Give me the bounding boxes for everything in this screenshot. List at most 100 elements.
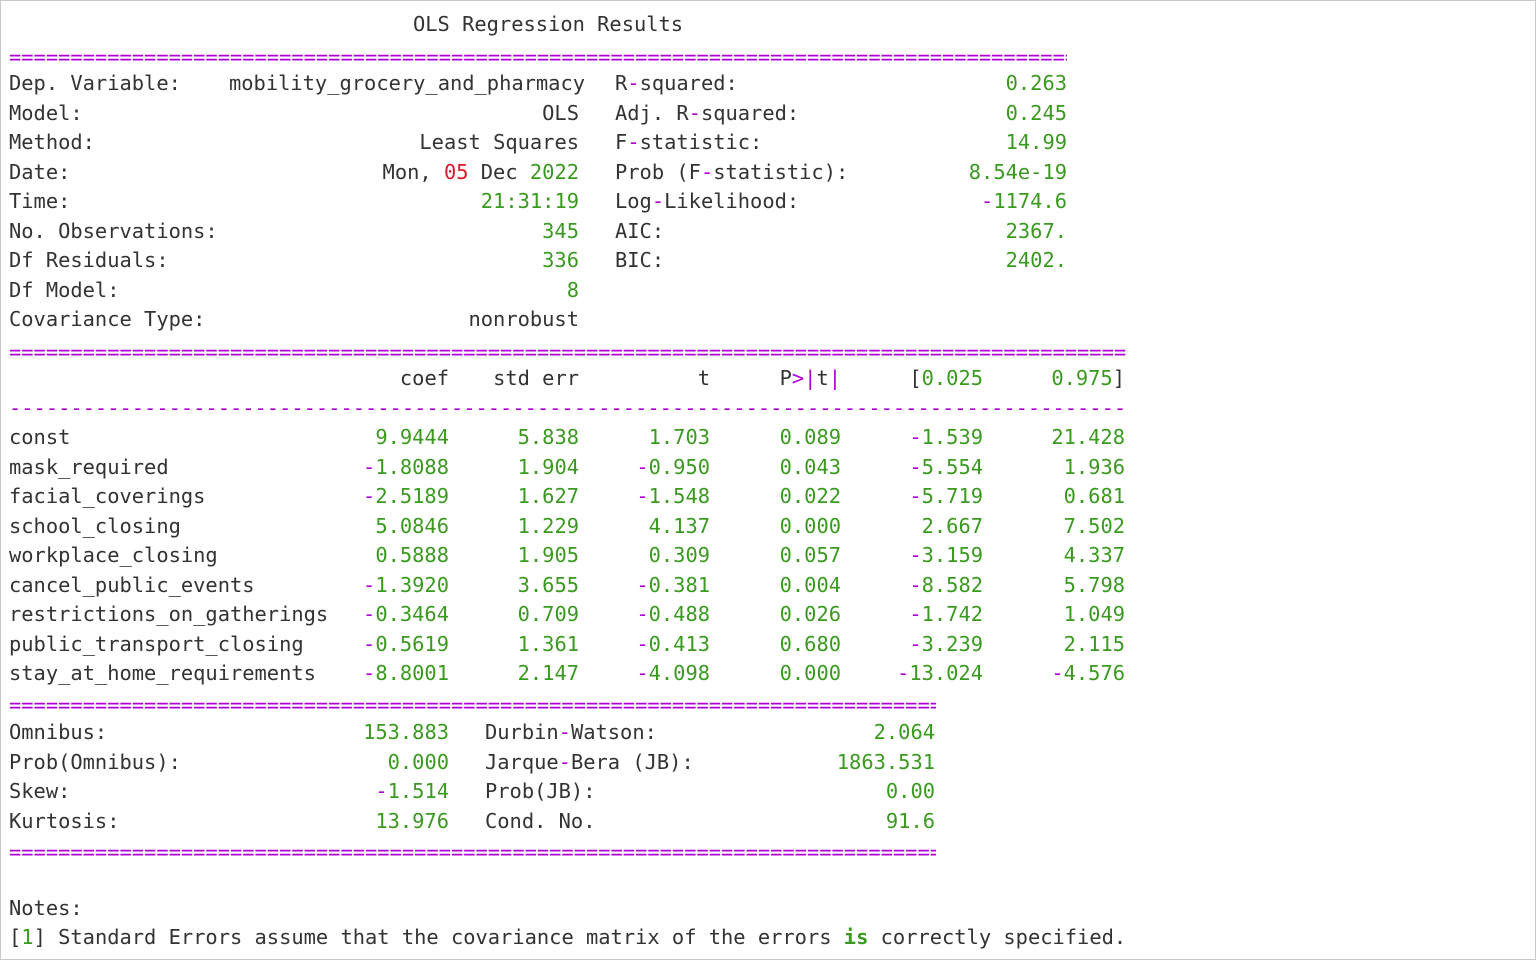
- diag-value: 13.976: [375, 808, 449, 833]
- info-value: mobility_grocery_and_pharmacy: [229, 71, 586, 95]
- coef-cell: 2.115: [1063, 631, 1125, 656]
- variable-name: stay_at_home_requirements: [9, 661, 316, 685]
- diag-label: Prob(JB):: [485, 779, 596, 803]
- coef-cell: 0.004: [779, 572, 841, 597]
- coef-cell: -8.582: [909, 572, 983, 597]
- coef-cell: 2.147: [517, 661, 579, 685]
- column-header: coef: [399, 366, 449, 390]
- coef-cell: -1.548: [636, 484, 710, 508]
- model-info-row: Covariance Type: nonrobust: [9, 305, 1067, 335]
- diag-label: Durbin-Watson:: [485, 720, 657, 744]
- table-row: cancel_public_events -1.3920 3.655 -0.381 0.…: [9, 571, 1125, 601]
- coef-cell: -1.539: [909, 425, 983, 449]
- separator-coef-dash: ----------------------------------------…: [9, 400, 1126, 416]
- coef-cell: -5.554: [909, 454, 983, 479]
- diag-label: Omnibus:: [9, 720, 108, 744]
- stat-value: 0.263: [1005, 71, 1067, 95]
- variable-name: restrictions_on_gatherings: [9, 602, 329, 626]
- variable-name: school_closing: [9, 513, 181, 538]
- variable-name: const: [9, 425, 71, 449]
- stat-label: R-squared:: [615, 71, 738, 95]
- coef-cell: 5.798: [1063, 572, 1125, 597]
- diag-value: 91.6: [885, 808, 935, 833]
- diag-label: Jarque-Bera (JB):: [485, 749, 694, 774]
- coef-cell: 1.229: [517, 513, 579, 538]
- info-value: OLS: [542, 100, 579, 125]
- coef-cell: -8.8001: [363, 661, 449, 685]
- table-row: public_transport_closing -0.5619 1.361 -0.4…: [9, 630, 1125, 660]
- coef-cell: -13.024: [897, 661, 983, 685]
- model-info-row: Dep. Variable: mobility_grocery_and_pharm…: [9, 69, 1067, 99]
- stat-value: -1174.6: [981, 189, 1067, 213]
- separator-coef-top: ========================================…: [9, 344, 1126, 360]
- info-label: Model:: [9, 100, 83, 125]
- diag-value: 1863.531: [836, 749, 935, 774]
- model-info-row: Date: Mon, 05 Dec 2022 Prob (F-statistic):…: [9, 158, 1067, 188]
- coef-cell: 1.049: [1063, 602, 1125, 626]
- coef-cell: 1.904: [517, 454, 579, 479]
- model-info-row: No. Observations: 345 AIC: 2367.: [9, 217, 1067, 247]
- stat-value: 2367.: [1005, 218, 1067, 243]
- coef-cell: -0.5619: [363, 631, 449, 656]
- diag-value: 2.064: [873, 720, 935, 744]
- separator-bottom: ========================================…: [9, 844, 936, 860]
- stat-value: 14.99: [1005, 130, 1067, 154]
- separator-top: ========================================…: [9, 49, 1067, 65]
- diagnostic-row: Kurtosis: 13.976 Cond. No. 91.6: [9, 807, 935, 837]
- coef-cell: 1.627: [517, 484, 579, 508]
- info-label: Method:: [9, 130, 95, 154]
- table-row: restrictions_on_gatherings -0.3464 0.709 -0…: [9, 600, 1125, 630]
- coef-cell: 9.9444: [375, 425, 449, 449]
- table-row: workplace_closing 0.5888 1.905 0.309 0.057 -3…: [9, 541, 1125, 571]
- stat-label: Log-Likelihood:: [615, 189, 800, 213]
- notes-heading: Notes:: [9, 896, 83, 920]
- info-label: Date:: [9, 159, 71, 184]
- coef-cell: 0.680: [779, 631, 841, 656]
- info-value: 21:31:19: [480, 189, 579, 213]
- coef-cell: 1.703: [648, 425, 710, 449]
- coef-cell: 5.0846: [375, 513, 449, 538]
- info-label: No. Observations:: [9, 218, 218, 243]
- stat-label: F-statistic:: [615, 130, 763, 154]
- note-item: [1] Standard Errors assume that the cova…: [9, 925, 1127, 949]
- info-label: Covariance Type:: [9, 307, 206, 331]
- coef-cell: 0.022: [779, 484, 841, 508]
- coef-cell: -0.950: [636, 454, 710, 479]
- diag-label: Cond. No.: [485, 808, 596, 833]
- coef-cell: 0.000: [779, 513, 841, 538]
- coef-cell: -4.098: [636, 661, 710, 685]
- info-value: 8: [566, 277, 579, 302]
- table-row: facial_coverings -2.5189 1.627 -1.548 0.022 -…: [9, 482, 1125, 512]
- column-header: t: [697, 366, 710, 390]
- stat-value: 2402.: [1005, 248, 1067, 272]
- table-row: school_closing 5.0846 1.229 4.137 0.000 2.667…: [9, 512, 1125, 542]
- info-label: Df Model:: [9, 277, 120, 302]
- coef-cell: 1.905: [517, 543, 579, 567]
- variable-name: facial_coverings: [9, 484, 206, 508]
- coef-cell: 0.057: [779, 543, 841, 567]
- coef-cell: 0.089: [779, 425, 841, 449]
- coef-cell: -0.488: [636, 602, 710, 626]
- info-value: 345: [542, 218, 579, 243]
- info-value: Least Squares: [419, 130, 579, 154]
- coef-cell: 4.337: [1063, 543, 1125, 567]
- coef-cell: 2.667: [921, 513, 983, 538]
- variable-name: cancel_public_events: [9, 572, 255, 597]
- stat-label: AIC:: [615, 218, 665, 243]
- model-info-row: Df Residuals: 336 BIC: 2402.: [9, 246, 1067, 276]
- diagnostic-row: Omnibus: 153.883 Durbin-Watson: 2.064: [9, 718, 935, 748]
- table-row: const 9.9444 5.838 1.703 0.089 -1.539 21.428: [9, 423, 1125, 453]
- info-value: Mon, 05 Dec 2022: [382, 159, 579, 184]
- coef-cell: 0.309: [648, 543, 710, 567]
- diagnostic-row: Prob(Omnibus): 0.000 Jarque-Bera (JB): 1863…: [9, 748, 935, 778]
- column-header: P>|t|: [779, 366, 841, 390]
- table-row: stay_at_home_requirements -8.8001 2.147 -4.…: [9, 659, 1125, 689]
- info-value: 336: [542, 248, 579, 272]
- diag-label: Prob(Omnibus):: [9, 749, 181, 774]
- coef-header-row: coef std err t P>|t| [0.025 0.975]: [9, 364, 1125, 394]
- diag-label: Kurtosis:: [9, 808, 120, 833]
- coef-cell: 1.936: [1063, 454, 1125, 479]
- coef-cell: 0.043: [779, 454, 841, 479]
- stat-label: Prob (F-statistic):: [615, 159, 849, 184]
